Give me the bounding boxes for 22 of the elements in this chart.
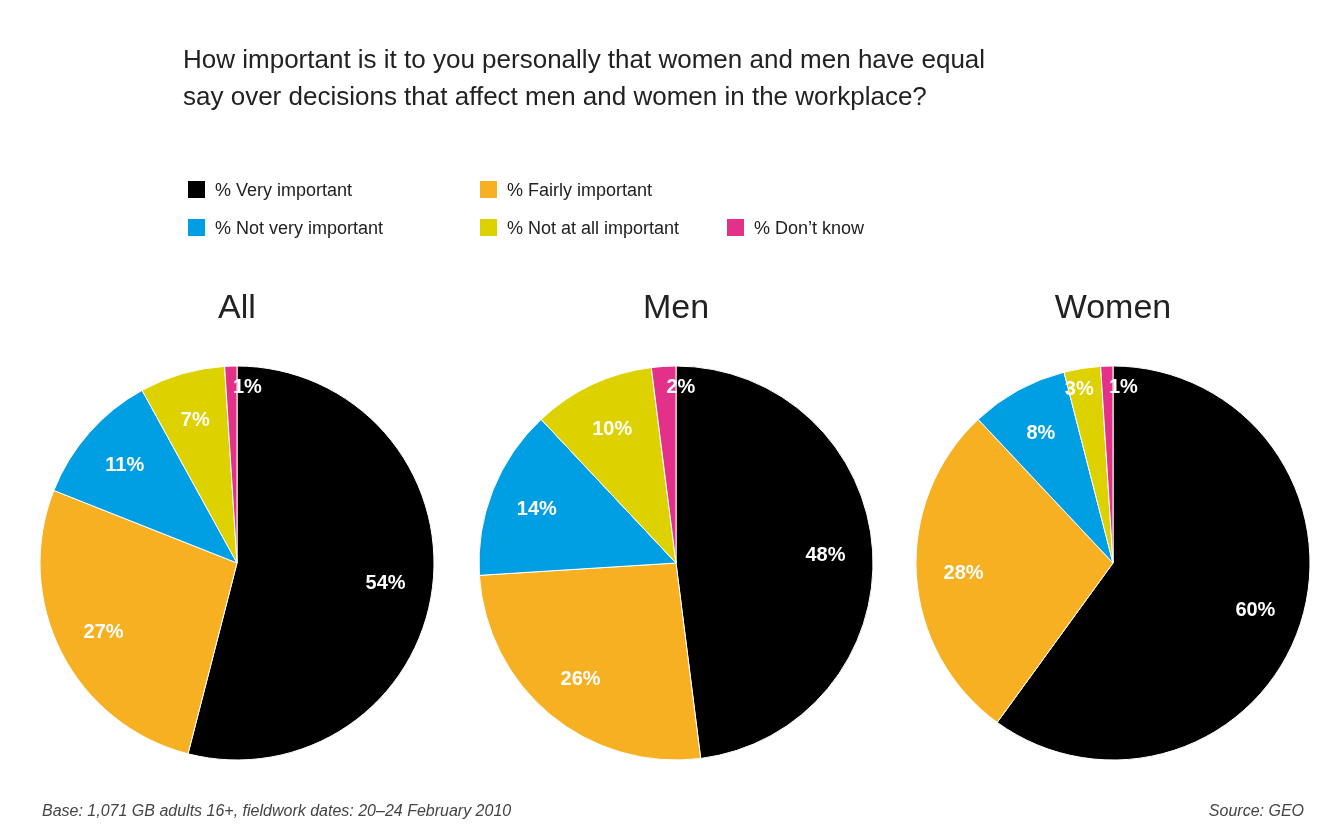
legend-label: % Don’t know bbox=[754, 218, 866, 238]
data-label: 48% bbox=[805, 542, 846, 565]
data-label: 11% bbox=[105, 452, 145, 475]
legend-label: % Not at all important bbox=[507, 218, 680, 238]
chart-title: Men bbox=[642, 287, 710, 325]
data-label: 26% bbox=[560, 667, 601, 690]
data-label: 7% bbox=[180, 408, 210, 431]
data-label: 14% bbox=[516, 496, 558, 519]
data-label: 60% bbox=[1235, 598, 1276, 621]
legend-label: % Very important bbox=[215, 180, 353, 200]
text: All bbox=[218, 287, 256, 325]
data-label: 27% bbox=[83, 619, 124, 642]
data-label: 28% bbox=[943, 561, 984, 584]
chart-title: Women bbox=[1054, 287, 1172, 325]
text: Base: 1,071 GB adults 16+, fieldwork dates: 20–24 February 2010 bbox=[42, 802, 512, 819]
legend-label: % Not very important bbox=[215, 218, 384, 238]
data-label: 54% bbox=[365, 570, 406, 593]
data-label: 10% bbox=[592, 416, 633, 439]
source-note: Source: GEO bbox=[1208, 802, 1304, 819]
data-label: 8% bbox=[1026, 420, 1056, 443]
text: How important is it to you personally that women and men have equal say over decisions that affect men and women in the workplace? bbox=[183, 44, 986, 111]
legend-label: % Fairly important bbox=[507, 180, 653, 200]
